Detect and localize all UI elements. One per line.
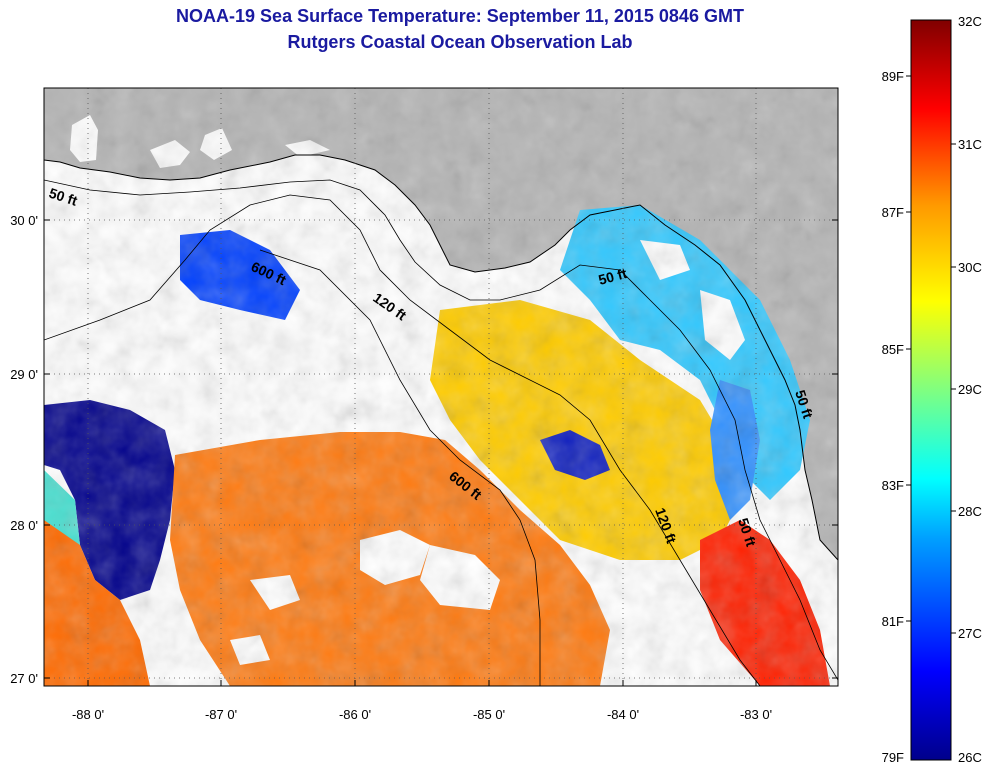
lat-tick-label: 28 0' — [10, 518, 38, 533]
colorbar-fahrenheit-label: 89F — [882, 69, 904, 84]
lat-tick-label: 30 0' — [10, 213, 38, 228]
lon-tick-label: -84 0' — [607, 707, 639, 722]
colorbar — [910, 19, 952, 761]
colorbar-fahrenheit-label: 79F — [882, 750, 904, 765]
isobath-50ft — [44, 179, 838, 681]
colorbar-celsius-label: 27C — [958, 626, 982, 641]
colorbar-celsius-label: 32C — [958, 14, 982, 29]
lat-tick-label: 29 0' — [10, 367, 38, 382]
map-subtitle: Rutgers Coastal Ocean Observation Lab — [287, 32, 633, 52]
colorbar-celsius-label: 31C — [958, 137, 982, 152]
colorbar-fahrenheit-label: 81F — [882, 614, 904, 629]
map-title: NOAA-19 Sea Surface Temperature: Septemb… — [176, 6, 744, 26]
lon-tick-label: -83 0' — [740, 707, 772, 722]
axis-ticks — [44, 219, 838, 686]
colorbar-celsius-label: 30C — [958, 260, 982, 275]
lon-tick-label: -88 0' — [72, 707, 104, 722]
colorbar-fahrenheit-label: 87F — [882, 205, 904, 220]
colorbar-fahrenheit-label: 83F — [882, 478, 904, 493]
lon-tick-label: -86 0' — [339, 707, 371, 722]
colorbar-celsius-label: 26C — [958, 750, 982, 765]
plot-frame — [43, 87, 839, 687]
isobath-120ft — [44, 194, 761, 686]
colorbar-celsius-label: 28C — [958, 504, 982, 519]
lon-tick-label: -85 0' — [473, 707, 505, 722]
isobath-label: 50 ft — [597, 265, 629, 288]
colorbar-fahrenheit-label: 85F — [882, 342, 904, 357]
sst-texture — [44, 88, 838, 686]
colorbar-ticks — [906, 75, 956, 634]
isobath-600ft — [259, 249, 541, 686]
lon-tick-label: -87 0' — [205, 707, 237, 722]
lat-tick-label: 27 0' — [10, 671, 38, 686]
coastline — [44, 154, 838, 561]
colorbar-celsius-label: 29C — [958, 382, 982, 397]
